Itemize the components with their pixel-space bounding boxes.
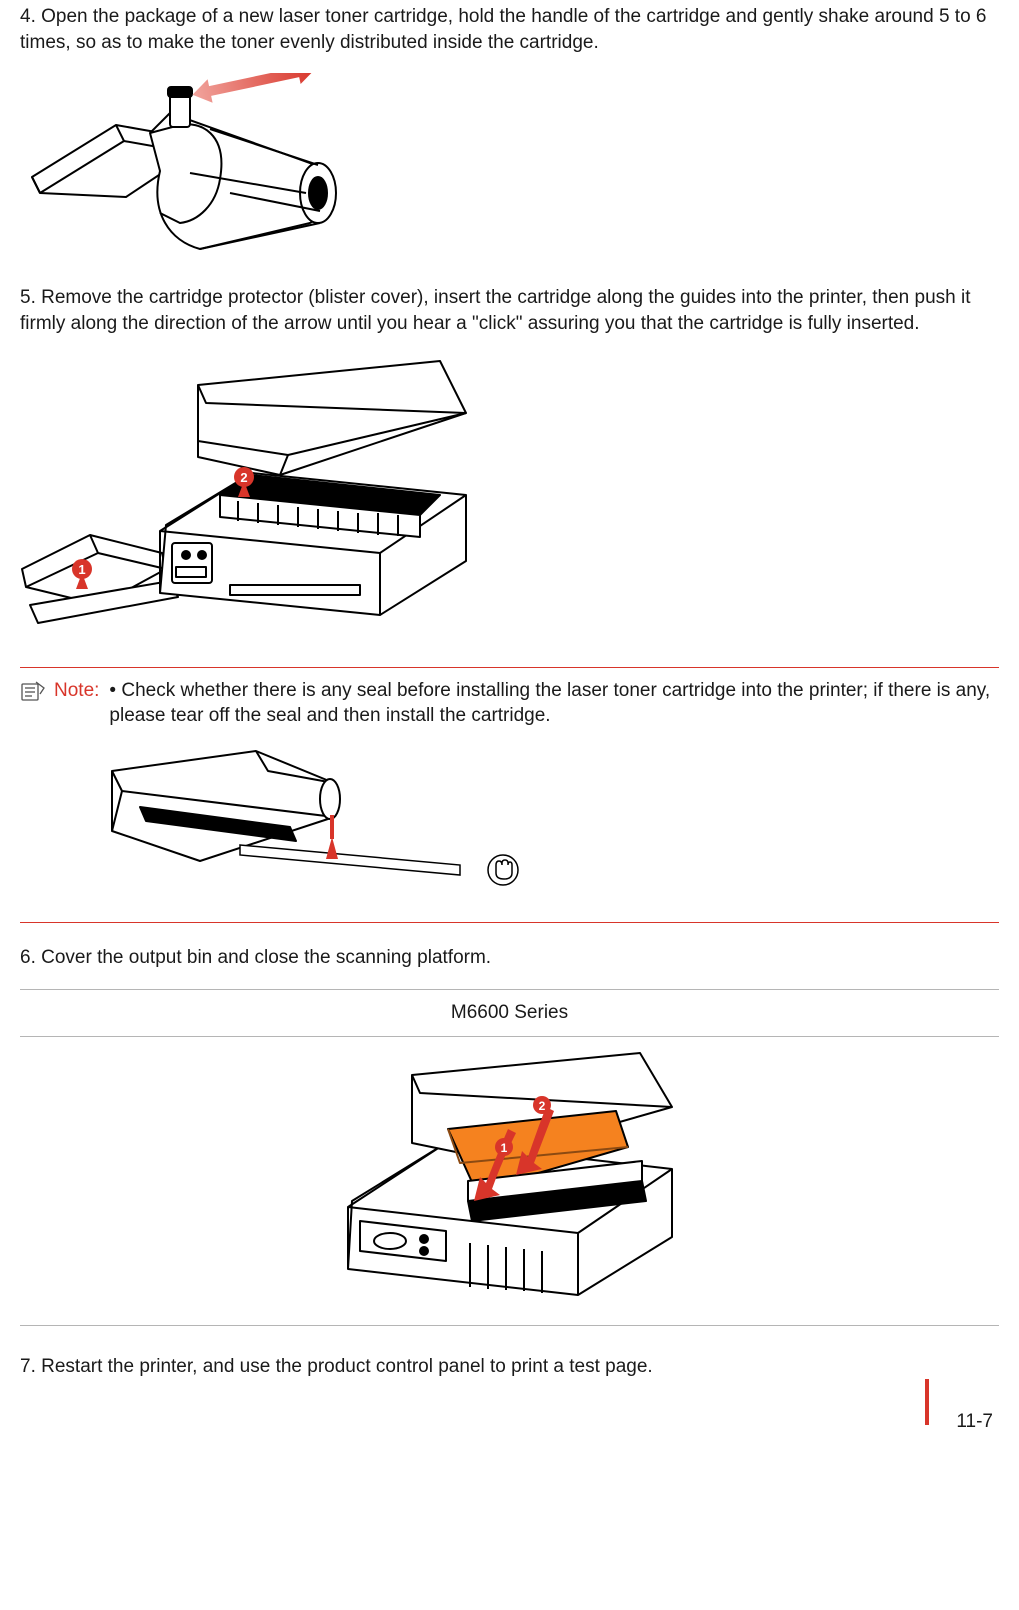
note-text: • Check whether there is any seal before… [109,678,999,729]
step-7-text: 7. Restart the printer, and use the prod… [20,1354,999,1380]
note-block: Note: • Check whether there is any seal … [20,667,999,924]
series-table: M6600 Series [20,989,999,1326]
close-cover-illustration: 2 1 [320,1051,700,1311]
shake-cartridge-illustration [20,73,360,263]
remove-seal-illustration [80,747,530,897]
svg-text:1: 1 [78,562,85,577]
series-header: M6600 Series [20,990,999,1037]
callout-1-close: 1 [495,1138,513,1156]
footer-tick [925,1379,929,1425]
callout-2-close: 2 [533,1096,551,1114]
note-label: Note: [54,678,99,704]
page-number: 11-7 [956,1411,993,1432]
insert-cartridge-illustration: 2 1 [20,355,500,645]
figure-remove-seal [80,747,999,905]
svg-text:1: 1 [500,1141,507,1155]
step-6-text: 6. Cover the output bin and close the sc… [20,945,999,971]
figure-shake-cartridge [20,73,999,263]
svg-text:2: 2 [538,1099,545,1113]
note-icon [20,680,46,702]
page-footer: 11-7 [20,1409,999,1435]
step-5-text: 5. Remove the cartridge protector (blist… [20,285,999,336]
svg-text:2: 2 [240,470,247,485]
figure-close-cover: 2 1 [20,1037,999,1325]
step-4-text: 4. Open the package of a new laser toner… [20,4,999,55]
note-body: • Check whether there is any seal before… [109,678,999,735]
figure-insert-cartridge: 2 1 [20,355,999,645]
